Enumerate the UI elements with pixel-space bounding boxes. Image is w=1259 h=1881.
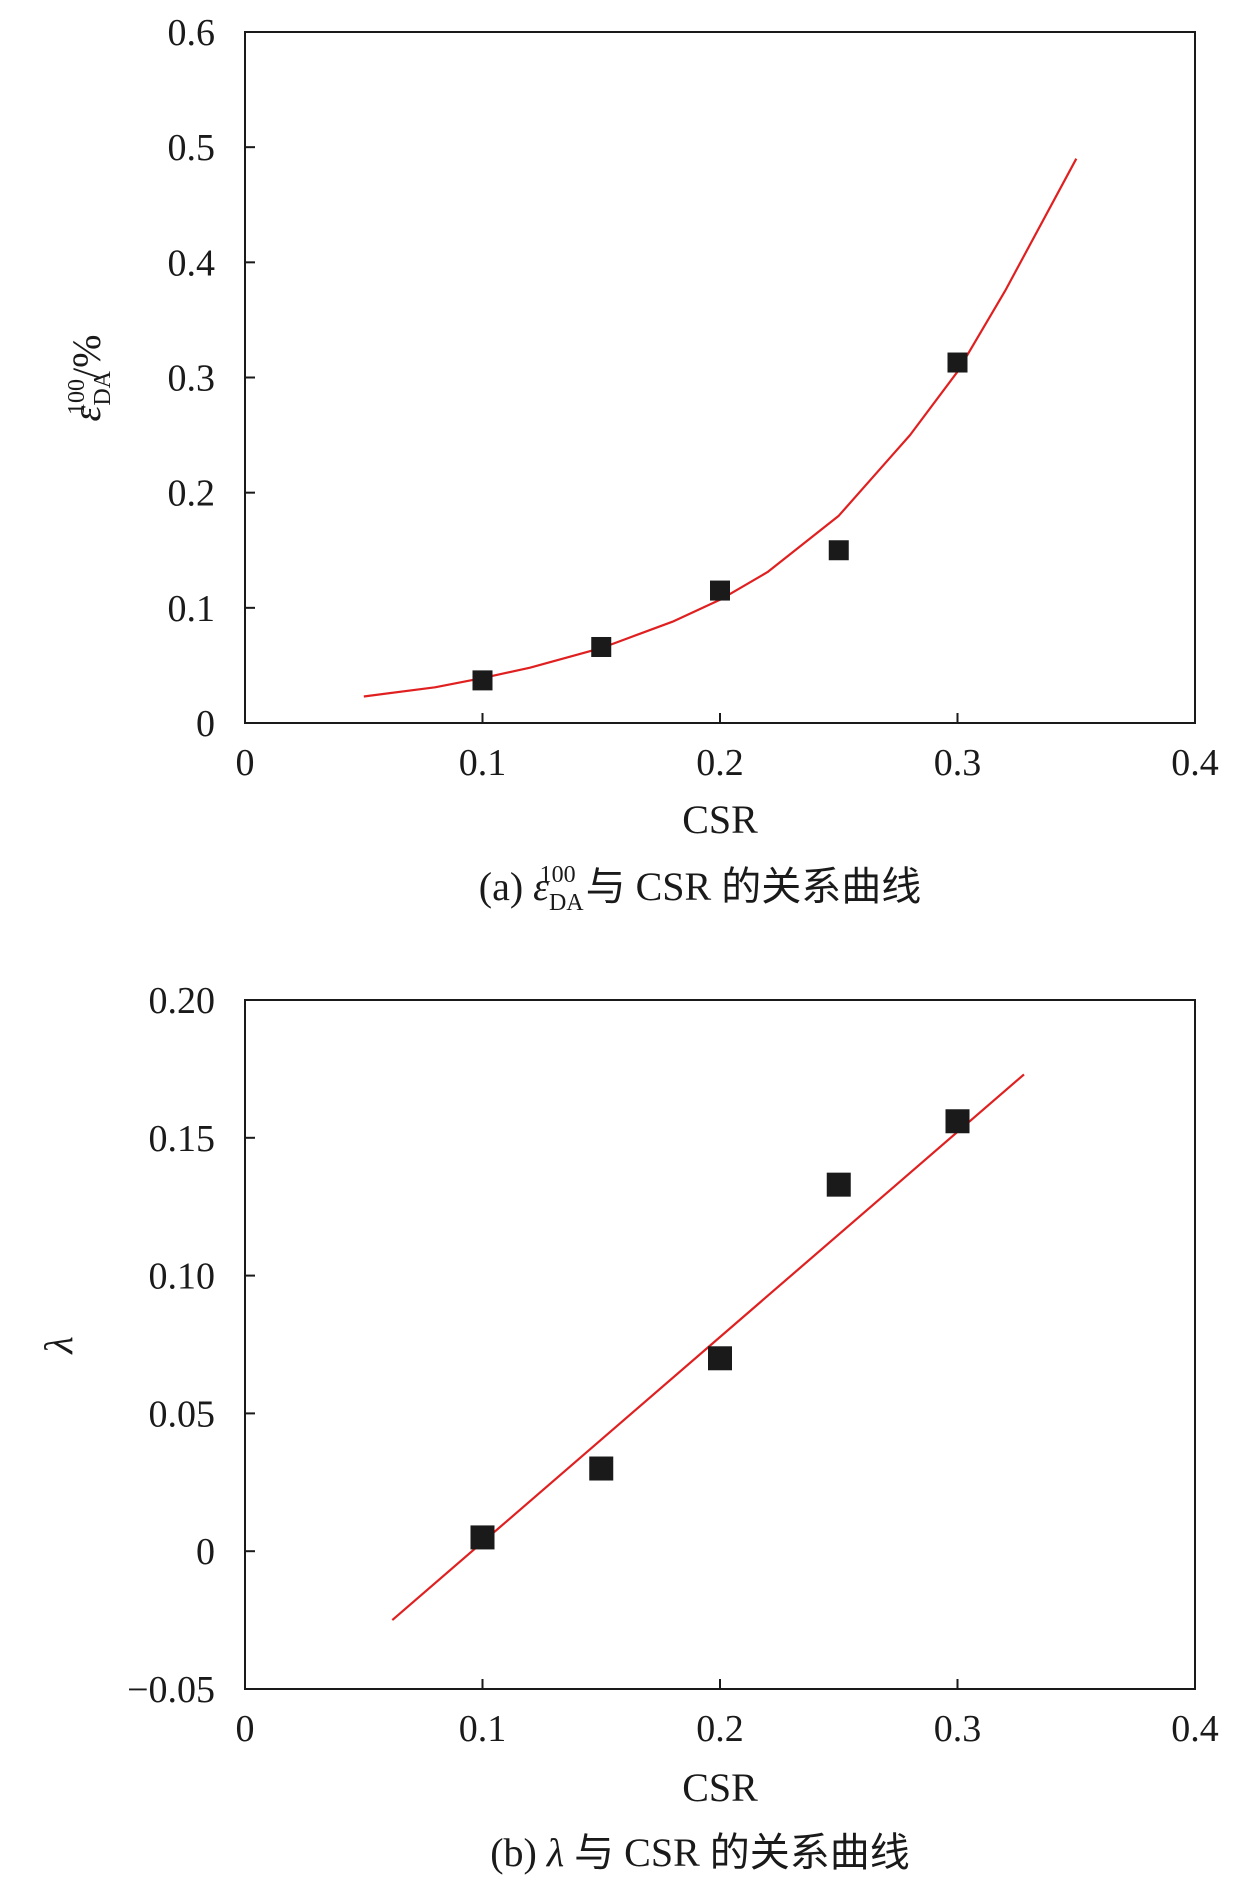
x-tick-label: 0.3: [934, 1708, 982, 1750]
data-point: [828, 540, 849, 561]
x-tick-label: 0.4: [1171, 1708, 1219, 1750]
caption-symbol: λ: [546, 1830, 564, 1875]
y-axis-symbol: λ: [36, 1336, 81, 1354]
data-point: [589, 1456, 614, 1481]
y-tick-label: 0.4: [168, 242, 216, 284]
y-tick-label: 0.6: [168, 12, 216, 54]
data-point: [826, 1172, 851, 1197]
y-axis-title: λ: [36, 1336, 81, 1354]
data-point: [708, 1346, 732, 1371]
y-tick-label: 0: [196, 703, 215, 745]
data-point: [945, 1109, 970, 1134]
chart-panel-b: 0 0.1 0.2 0.3 0.4−0.0500.050.100.150.20CSRλ(…: [36, 980, 1219, 1875]
y-axis-unit: /%: [64, 335, 109, 379]
y-tick-label: 0.3: [168, 358, 216, 400]
plot-frame: [244, 999, 1196, 1690]
data-point: [472, 670, 493, 691]
data-point: [591, 636, 612, 657]
x-axis-title: CSR: [682, 1765, 758, 1810]
y-tick-label: −0.05: [127, 1669, 215, 1711]
caption-prefix: (b): [490, 1830, 547, 1875]
caption-symbol: ε: [533, 864, 549, 909]
x-tick-label: 0: [236, 742, 255, 784]
caption-text: 与 CSR 的关系曲线: [576, 864, 922, 909]
caption-text: 与 CSR 的关系曲线: [564, 1830, 910, 1875]
y-axis-symbol: ε: [64, 405, 109, 421]
data-point: [470, 1525, 495, 1550]
plot-frame: [244, 31, 1196, 724]
caption-subscript: DA: [549, 890, 584, 916]
y-axis-superscript: 100: [64, 379, 90, 415]
y-axis-title: εDA100/%: [64, 335, 116, 422]
x-tick-label: 0.1: [459, 742, 507, 784]
chart-panel-a: 0 0.1 0.2 0.3 0.400.10.20.30.40.50.6CSRεDA10…: [64, 12, 1219, 916]
x-tick-label: 0.1: [459, 1708, 507, 1750]
x-tick-label: 0.3: [934, 742, 982, 784]
x-tick-label: 0.2: [696, 1708, 744, 1750]
figure-caption: (a) εDA100 与 CSR 的关系曲线: [479, 862, 921, 916]
x-tick-label: 0: [236, 1708, 255, 1750]
figure-caption: (b) λ 与 CSR 的关系曲线: [490, 1830, 910, 1875]
y-tick-label: 0.15: [149, 1118, 216, 1160]
y-tick-label: 0.1: [168, 588, 216, 630]
x-tick-label: 0.4: [1171, 742, 1219, 784]
data-point: [947, 352, 968, 373]
y-tick-label: 0.2: [168, 473, 216, 515]
y-tick-label: 0.5: [168, 127, 216, 169]
y-tick-label: 0.05: [149, 1393, 216, 1435]
y-tick-label: 0.20: [149, 980, 216, 1022]
y-tick-label: 0: [196, 1531, 215, 1573]
y-tick-label: 0.10: [149, 1256, 216, 1298]
data-point: [710, 580, 730, 601]
x-axis-title: CSR: [682, 797, 758, 842]
y-axis-subscript: DA: [90, 370, 116, 405]
x-tick-label: 0.2: [696, 742, 744, 784]
fit-curve: [363, 158, 1078, 698]
caption-prefix: (a): [479, 864, 533, 909]
caption-superscript: 100: [540, 862, 576, 888]
